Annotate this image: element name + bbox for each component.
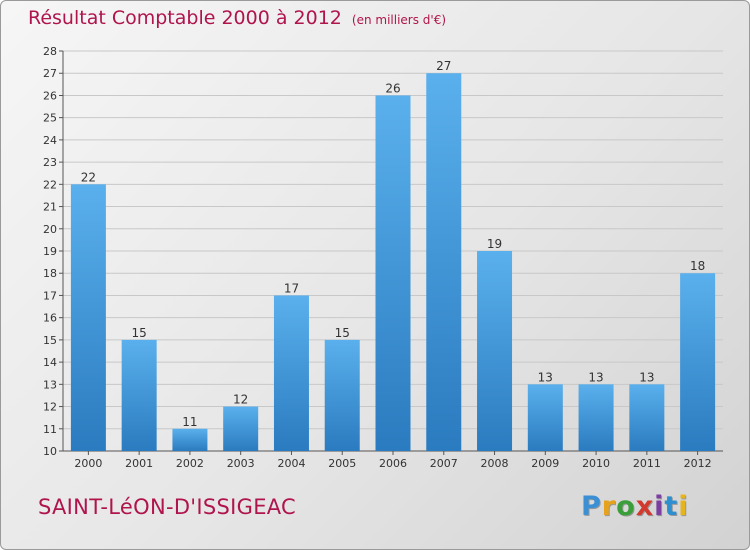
bar-2009[interactable] bbox=[527, 384, 563, 451]
x-axis: 2000 2001 2002 2003 2004 2005 2006 2007 2008 2009… bbox=[63, 450, 723, 470]
data-label-2004: 17 bbox=[284, 281, 299, 295]
data-label-2002: 11 bbox=[182, 415, 197, 429]
bar-2012[interactable] bbox=[680, 273, 716, 451]
y-tick-label: 27 bbox=[43, 67, 57, 80]
data-labels: 22 15 11 12 17 15 26 27 19 13 13 13 18 bbox=[81, 59, 706, 429]
bar-2001[interactable] bbox=[121, 339, 157, 451]
y-tick-label: 20 bbox=[43, 223, 57, 236]
bar-2010[interactable] bbox=[578, 384, 614, 451]
y-tick-label: 14 bbox=[43, 356, 57, 369]
data-label-2012: 18 bbox=[690, 259, 705, 273]
y-tick-label: 15 bbox=[43, 334, 57, 347]
data-label-2000: 22 bbox=[81, 170, 96, 184]
logo-letter: o bbox=[616, 491, 636, 522]
y-tick-label: 24 bbox=[43, 134, 57, 147]
data-label-2003: 12 bbox=[233, 393, 248, 407]
x-tick-label-2007: 2007 bbox=[430, 457, 458, 470]
data-label-2008: 19 bbox=[487, 237, 502, 251]
y-tick-label: 28 bbox=[43, 45, 57, 58]
bar-2000[interactable] bbox=[70, 184, 106, 452]
x-tick-label-2011: 2011 bbox=[633, 457, 661, 470]
x-tick-label-2005: 2005 bbox=[328, 457, 356, 470]
bar-2004[interactable] bbox=[273, 295, 309, 451]
bars bbox=[70, 73, 716, 452]
y-tick-label: 18 bbox=[43, 267, 57, 280]
y-tick-label: 22 bbox=[43, 178, 57, 191]
data-label-2001: 15 bbox=[132, 326, 147, 340]
y-tick-label: 16 bbox=[43, 312, 57, 325]
data-label-2011: 13 bbox=[639, 370, 654, 384]
x-tick-label-2012: 2012 bbox=[684, 457, 712, 470]
logo-letter: x bbox=[635, 491, 655, 522]
y-axis: 10 11 12 13 14 15 16 17 18 19 20 21 22 23 24 25 26 27 28 bbox=[43, 45, 64, 458]
logo-letter: P bbox=[581, 491, 602, 522]
bar-2011[interactable] bbox=[629, 384, 665, 451]
bar-2008[interactable] bbox=[477, 251, 513, 451]
chart-title: Résultat Comptable 2000 à 2012 (en millie… bbox=[28, 7, 446, 29]
logo-letter: t bbox=[664, 491, 679, 522]
x-tick-label-2003: 2003 bbox=[227, 457, 255, 470]
y-tick-label: 19 bbox=[43, 245, 57, 258]
y-tick-label: 17 bbox=[43, 289, 57, 302]
bar-2007[interactable] bbox=[426, 73, 462, 451]
x-tick-label-2008: 2008 bbox=[481, 457, 509, 470]
y-tick-label: 12 bbox=[43, 401, 57, 414]
bar-2006[interactable] bbox=[375, 95, 411, 451]
data-label-2006: 26 bbox=[385, 81, 400, 95]
data-label-2005: 15 bbox=[335, 326, 350, 340]
x-tick-label-2004: 2004 bbox=[277, 457, 305, 470]
x-tick-label-2002: 2002 bbox=[176, 457, 204, 470]
x-tick-label-2001: 2001 bbox=[125, 457, 153, 470]
y-tick-label: 25 bbox=[43, 112, 57, 125]
chart-unit: (en milliers d'€) bbox=[351, 13, 447, 27]
y-tick-label: 23 bbox=[43, 156, 57, 169]
logo-letter: i bbox=[654, 491, 665, 522]
data-label-2009: 13 bbox=[538, 370, 553, 384]
y-tick-label: 21 bbox=[43, 201, 57, 214]
x-tick-label-2000: 2000 bbox=[74, 457, 102, 470]
commune-name: SAINT-LéON-D'ISSIGEAC bbox=[38, 495, 297, 519]
chart-title-text: Résultat Comptable 2000 à 2012 bbox=[28, 7, 342, 29]
y-tick-label: 10 bbox=[43, 445, 57, 458]
bar-2003[interactable] bbox=[223, 406, 259, 451]
y-tick-label: 11 bbox=[43, 423, 57, 436]
x-tick-label-2010: 2010 bbox=[582, 457, 610, 470]
y-tick-label: 13 bbox=[43, 378, 57, 391]
proxiti-logo[interactable]: Proxiti bbox=[581, 491, 689, 522]
x-tick-label-2009: 2009 bbox=[531, 457, 559, 470]
logo-letter: i bbox=[678, 491, 689, 522]
logo-letter: r bbox=[601, 491, 617, 522]
data-label-2007: 27 bbox=[436, 59, 451, 73]
bar-2005[interactable] bbox=[324, 339, 360, 451]
bar-2002[interactable] bbox=[172, 428, 208, 451]
x-tick-label-2006: 2006 bbox=[379, 457, 407, 470]
data-label-2010: 13 bbox=[588, 370, 603, 384]
y-tick-label: 26 bbox=[43, 89, 57, 102]
